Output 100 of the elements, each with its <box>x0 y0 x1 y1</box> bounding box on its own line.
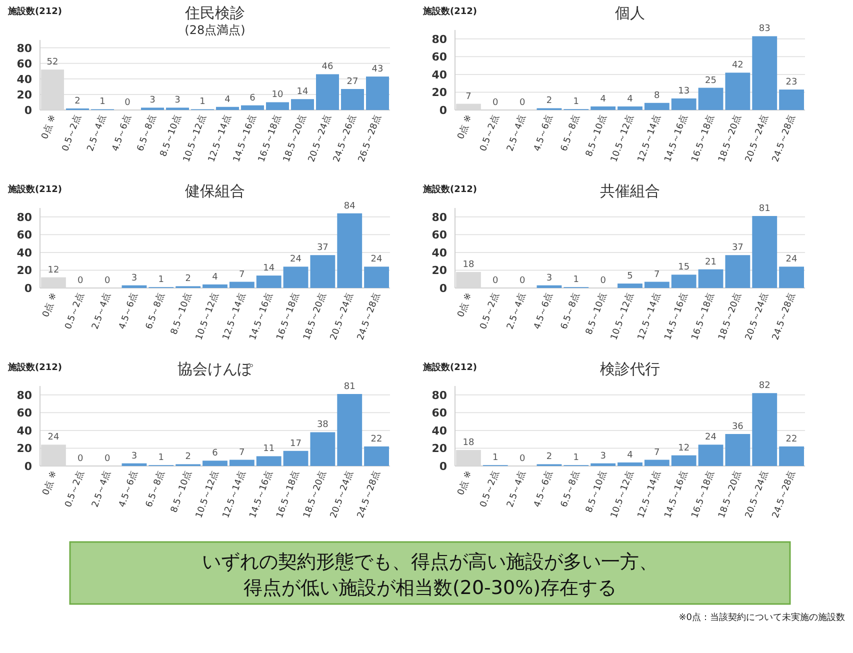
bar <box>229 460 254 466</box>
data-label: 84 <box>344 201 356 212</box>
x-tick-label: 4.5～6点 <box>110 113 134 153</box>
data-label: 7 <box>239 270 245 280</box>
x-tick-label: 0点 ※ <box>40 291 60 319</box>
x-tick-label: 4.5～6点 <box>116 291 140 331</box>
data-label: 21 <box>705 257 716 268</box>
data-label: 0 <box>492 276 499 286</box>
bar <box>291 99 314 110</box>
data-label: 24 <box>370 254 383 265</box>
bar <box>779 90 804 110</box>
data-label: 82 <box>758 381 770 392</box>
data-label: 4 <box>224 94 231 105</box>
text: ※0点：当該契約について未実施の施設数 <box>678 612 845 623</box>
y-tick-label: 0 <box>439 282 448 295</box>
data-label: 1 <box>158 275 164 286</box>
x-tick-label: 12.5～14点 <box>635 113 663 164</box>
data-label: 11 <box>263 444 275 454</box>
x-tick-label: 16.5～18点 <box>274 469 302 520</box>
data-label: 3 <box>546 273 552 284</box>
y-axis-title: 施設数(212) <box>422 184 478 195</box>
x-tick-label: 12.5～14点 <box>220 291 248 342</box>
x-tick-label: 4.5～6点 <box>116 469 140 509</box>
x-tick-label: 6.5～8点 <box>144 469 167 509</box>
y-tick-label: 40 <box>432 424 448 438</box>
y-tick-label: 40 <box>432 246 448 260</box>
x-tick-label: 16.5～18点 <box>689 291 717 342</box>
x-tick-label: 20.5～24点 <box>743 469 770 520</box>
x-tick-label: 24.5～26点 <box>331 113 358 164</box>
x-tick-label: 12.5～14点 <box>206 113 234 164</box>
bar <box>366 76 389 110</box>
data-label: 27 <box>346 77 358 87</box>
data-label: 46 <box>322 62 334 72</box>
data-label: 24 <box>290 254 302 265</box>
x-tick-label: 0点 ※ <box>39 113 58 141</box>
y-tick-label: 20 <box>16 88 32 102</box>
data-label: 15 <box>678 262 690 273</box>
bar <box>752 393 778 466</box>
data-label: 0 <box>78 454 84 464</box>
data-label: 24 <box>705 432 717 443</box>
x-tick-label: 6.5～8点 <box>558 291 582 331</box>
data-label: 1 <box>158 453 164 464</box>
bar <box>671 455 696 466</box>
data-label: 4 <box>212 272 218 282</box>
bar <box>698 444 724 466</box>
data-label: 3 <box>174 96 180 106</box>
bar <box>283 450 308 466</box>
x-tick-label: 10.5～12点 <box>194 469 221 520</box>
y-tick-label: 40 <box>432 68 448 82</box>
x-tick-label: 2.5～4点 <box>504 113 528 153</box>
data-label: 52 <box>46 58 58 68</box>
x-tick-label: 20.5～24点 <box>743 291 770 342</box>
y-tick-label: 0 <box>24 282 32 295</box>
bar <box>122 463 147 466</box>
data-label: 0 <box>124 98 131 108</box>
chart-subtitle: (28点満点) <box>184 23 246 37</box>
x-tick-label: 12.5～14点 <box>220 469 248 520</box>
x-tick-label: 8.5～10点 <box>584 113 609 158</box>
data-label: 0 <box>492 98 499 108</box>
chart-title: 健保組合 <box>185 182 245 200</box>
x-tick-label: 18.5～20点 <box>716 469 744 520</box>
x-tick-label: 20.5～24点 <box>306 113 334 164</box>
y-tick-label: 20 <box>16 264 32 278</box>
data-label: 4 <box>627 450 634 460</box>
data-label: 18 <box>462 260 474 270</box>
bar <box>316 74 339 110</box>
data-label: 7 <box>239 448 245 458</box>
data-label: 3 <box>131 273 138 284</box>
data-label: 38 <box>316 420 329 430</box>
data-label: 7 <box>654 270 660 280</box>
bar <box>256 456 282 466</box>
x-tick-label: 0点 ※ <box>40 469 60 497</box>
data-label: 5 <box>627 272 633 282</box>
x-tick-label: 6.5～8点 <box>134 113 158 153</box>
data-label: 12 <box>48 265 60 276</box>
x-tick-label: 10.5～12点 <box>608 113 636 164</box>
data-label: 3 <box>131 451 138 462</box>
y-tick-label: 80 <box>16 388 32 402</box>
x-tick-label: 4.5～6点 <box>532 113 556 153</box>
data-label: 42 <box>732 60 744 71</box>
x-tick-label: 24.5～28点 <box>770 469 798 520</box>
y-tick-label: 20 <box>432 86 448 100</box>
y-tick-label: 20 <box>432 442 448 456</box>
data-label: 22 <box>370 434 382 444</box>
data-label: 24 <box>48 432 60 443</box>
text: いずれの契約形態でも、得点が高い施設が多い一方、 <box>202 551 658 573</box>
bar <box>310 255 336 288</box>
data-label: 1 <box>573 97 580 108</box>
x-tick-label: 24.5～28点 <box>770 113 798 164</box>
bar <box>337 394 362 466</box>
x-tick-label: 0点 ※ <box>455 291 474 319</box>
x-tick-label: 24.5～28点 <box>355 291 382 342</box>
bar <box>202 460 228 466</box>
y-tick-label: 0 <box>439 104 448 117</box>
x-tick-label: 20.5～24点 <box>328 469 356 520</box>
x-tick-label: 10.5～12点 <box>608 291 636 342</box>
data-label: 22 <box>786 434 798 444</box>
x-tick-label: 2.5～4点 <box>84 113 108 153</box>
bar <box>644 460 670 466</box>
x-tick-label: 18.5～20点 <box>281 113 308 164</box>
